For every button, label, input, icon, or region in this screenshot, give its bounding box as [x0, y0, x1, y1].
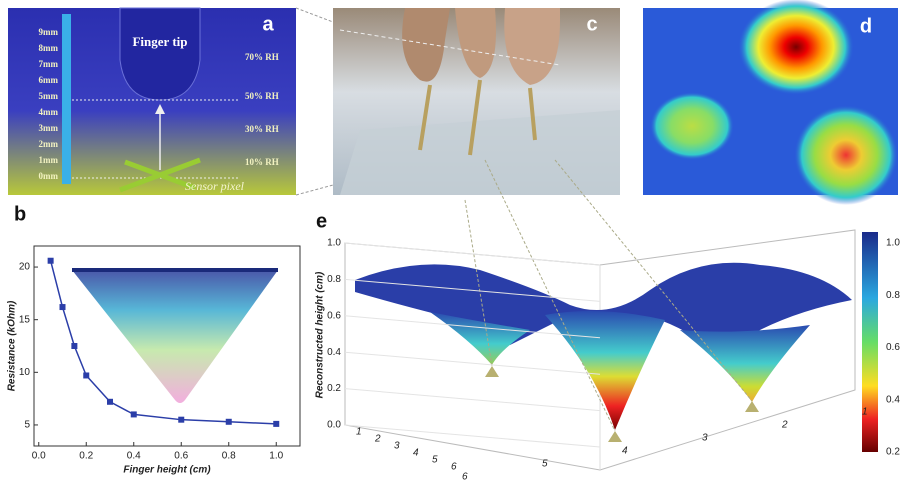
panel-d: d	[643, 0, 898, 205]
z-tick-label: 0.4	[327, 347, 341, 358]
depth-tick-label: 5	[542, 459, 548, 470]
colorbar-tick-label: 0.6	[886, 342, 900, 353]
z-tick-label: 0.2	[327, 383, 341, 394]
heat-spot	[794, 105, 898, 205]
inset-cone	[72, 270, 278, 403]
z-tick-label: 0.8	[327, 274, 341, 285]
y-axis-label: Resistance (kOhm)	[7, 300, 18, 391]
colorbar-tick-label: 0.2	[886, 447, 900, 458]
data-point	[60, 304, 66, 310]
colorbar-tick-label: 0.8	[886, 290, 900, 301]
data-point	[83, 372, 89, 378]
scale-label: 9mm	[39, 27, 59, 37]
panel-b: b 5 10 15 20 0.0 0.2 0.4 0.6 0.8 1.0 Finger height…	[7, 203, 300, 475]
grid-line	[345, 352, 600, 374]
scale-bar	[62, 14, 71, 184]
surface-valley	[545, 311, 665, 430]
scale-label: 8mm	[39, 43, 59, 53]
z-tick-label: 0.0	[327, 420, 341, 431]
depth-tick-label: 1	[862, 407, 868, 418]
heat-spot	[738, 0, 854, 95]
x-tick-label: 0.8	[222, 451, 236, 462]
x-tick-label: 1.0	[269, 451, 283, 462]
depth-tick-label: 3	[394, 441, 400, 452]
heat-spot	[650, 92, 734, 160]
grid-line	[345, 389, 600, 411]
scale-label: 1mm	[39, 155, 59, 165]
panel-e: e Reconstructed height (cm) 0.0 0.2 0.4 0.6…	[315, 160, 901, 480]
depth-tick-label: 1	[356, 427, 362, 438]
scale-label: 6mm	[39, 75, 59, 85]
panel-label: a	[262, 13, 274, 35]
z-axis-label: Reconstructed height (cm)	[315, 271, 326, 398]
scale-label: 0mm	[39, 171, 59, 181]
depth-tick-label: 4	[413, 448, 419, 459]
y-tick-label: 10	[19, 367, 31, 378]
y-tick-label: 20	[19, 262, 31, 273]
sensor-label: Sensor pixel	[185, 179, 245, 193]
y-tick-label: 15	[19, 314, 31, 325]
panel-label: d	[860, 15, 872, 37]
surface-valley	[680, 325, 810, 402]
connector	[296, 8, 333, 22]
scale-label: 7mm	[39, 59, 59, 69]
panel-label: b	[14, 203, 26, 225]
humidity-label: 10% RH	[245, 157, 279, 167]
depth-tick-label: 2	[781, 420, 788, 431]
finger-label: Finger tip	[132, 34, 187, 49]
connector	[296, 185, 333, 195]
z-tick-label: 1.0	[327, 238, 341, 249]
colorbar-tick-label: 1.0	[886, 238, 900, 249]
panel-label: c	[586, 13, 597, 35]
colorbar	[862, 232, 878, 452]
data-point	[107, 399, 113, 405]
z-tick-label: 0.6	[327, 310, 341, 321]
humidity-label: 50% RH	[245, 91, 279, 101]
scale-label: 2mm	[39, 139, 59, 149]
x-tick-label: 0.4	[127, 451, 141, 462]
data-point	[71, 343, 77, 349]
x-axis-label: Finger height (cm)	[123, 465, 211, 476]
data-point	[48, 258, 54, 264]
depth-tick-label: 4	[622, 446, 628, 457]
depth-tick-label: 2	[374, 434, 381, 445]
y-tick-label: 5	[24, 420, 30, 431]
x-tick-label: 0.6	[174, 451, 188, 462]
grid-line	[345, 425, 600, 447]
x-tick-label: 0.0	[32, 451, 46, 462]
depth-tick-label: 5	[432, 455, 438, 466]
depth-tick-label: 6	[451, 462, 457, 473]
data-point	[131, 411, 137, 417]
scale-label: 5mm	[39, 91, 59, 101]
data-point	[273, 421, 279, 427]
colorbar-tick-label: 0.4	[886, 394, 900, 405]
humidity-label: 30% RH	[245, 124, 279, 134]
data-point	[226, 419, 232, 425]
data-point	[178, 417, 184, 423]
depth-tick-label: 6	[462, 472, 468, 480]
scale-label: 3mm	[39, 123, 59, 133]
depth-tick-label: 3	[702, 433, 708, 444]
figure: Finger tip Sensor pixel a c d b 51015200…	[0, 0, 906, 480]
panel-label: e	[316, 210, 327, 232]
x-tick-label: 0.2	[79, 451, 93, 462]
scale-label: 4mm	[39, 107, 59, 117]
humidity-label: 70% RH	[245, 52, 279, 62]
finger-shape	[120, 8, 200, 100]
